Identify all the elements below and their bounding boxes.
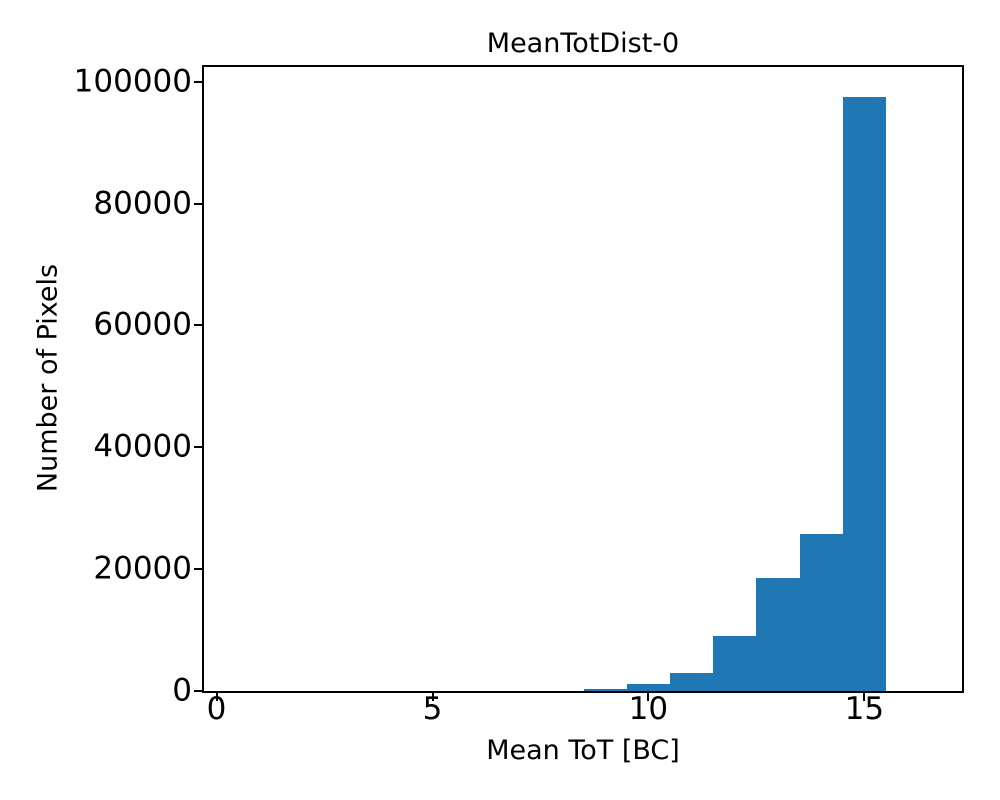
x-tick-label: 0 [206, 691, 227, 727]
x-tick-label: 10 [628, 691, 669, 727]
x-tick-mark [215, 693, 218, 701]
y-tick-mark [194, 446, 202, 449]
histogram-bar [799, 534, 843, 691]
y-tick-label: 100000 [73, 63, 192, 100]
y-tick-mark [194, 324, 202, 327]
y-tick-label: 0 [172, 672, 192, 709]
plot-area: 0 5 10 15 0 20000 40000 60000 80000 100000 [74, 65, 964, 725]
y-tick-label: 60000 [93, 306, 192, 343]
x-axis-label: Mean ToT [BC] [486, 735, 680, 766]
y-tick-label: 80000 [93, 185, 192, 221]
histogram-bar [626, 684, 670, 691]
histogram-bar [713, 636, 757, 691]
x-tick-mark [863, 693, 866, 701]
y-axis-label: Number of Pixels [32, 263, 64, 493]
y-tick-mark [194, 690, 202, 692]
histogram-bar [756, 578, 800, 691]
y-tick-mark [194, 80, 202, 83]
y-tick-mark [194, 202, 202, 205]
chart-title: MeanTotDist-0 [486, 28, 680, 59]
x-tick-label: 15 [844, 691, 885, 727]
x-tick-mark [431, 693, 434, 701]
bars-layer [204, 67, 962, 691]
y-tick-mark [194, 568, 202, 571]
histogram-bar [583, 688, 627, 691]
ticks-layer: 0 5 10 15 0 20000 40000 60000 80000 100000 [74, 66, 962, 725]
x-tick-label: 5 [422, 691, 443, 727]
histogram-bar [842, 96, 886, 691]
y-tick-label: 40000 [93, 428, 192, 465]
y-tick-label: 20000 [93, 550, 192, 587]
x-tick-mark [647, 693, 650, 701]
histogram-bar [670, 672, 714, 691]
